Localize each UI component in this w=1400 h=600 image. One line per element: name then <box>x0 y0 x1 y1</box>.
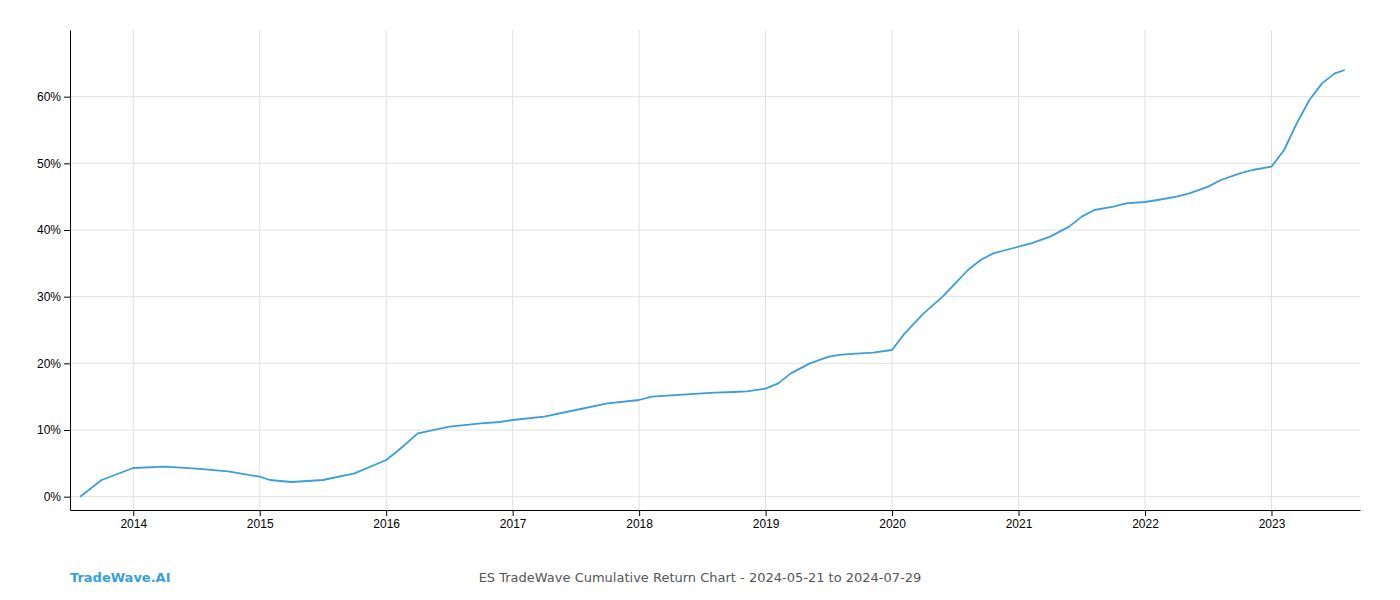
x-tick-mark <box>386 510 387 516</box>
x-tick-label: 2023 <box>1259 517 1286 531</box>
x-tick-label: 2014 <box>120 517 147 531</box>
x-tick-label: 2018 <box>626 517 653 531</box>
y-tick: 50% <box>37 157 70 171</box>
y-tick: 40% <box>37 223 70 237</box>
y-tick-label: 60% <box>37 90 61 104</box>
grid-line-x <box>512 30 513 510</box>
line <box>80 70 1345 497</box>
x-tick: 2014 <box>120 510 147 531</box>
y-axis-line <box>70 31 71 511</box>
x-tick-mark <box>1145 510 1146 516</box>
x-tick-label: 2016 <box>373 517 400 531</box>
y-tick-label: 0% <box>44 490 62 504</box>
x-tick-label: 2022 <box>1132 517 1159 531</box>
y-tick-label: 20% <box>37 357 61 371</box>
x-tick-label: 2017 <box>500 517 527 531</box>
grid-line-x <box>765 30 766 510</box>
grid-line-x <box>1271 30 1272 510</box>
x-tick: 2023 <box>1259 510 1286 531</box>
y-tick-label: 30% <box>37 290 61 304</box>
y-tick: 20% <box>37 357 70 371</box>
x-tick: 2019 <box>753 510 780 531</box>
y-tick: 10% <box>37 423 70 437</box>
grid-line-y <box>70 496 1360 497</box>
x-tick-label: 2019 <box>753 517 780 531</box>
grid-line-y <box>70 96 1360 97</box>
x-tick: 2021 <box>1006 510 1033 531</box>
y-tick-mark <box>64 497 70 498</box>
grid <box>70 30 1360 510</box>
x-tick: 2018 <box>626 510 653 531</box>
x-tick-mark <box>639 510 640 516</box>
x-tick: 2020 <box>879 510 906 531</box>
x-tick: 2022 <box>1132 510 1159 531</box>
x-tick-mark <box>1019 510 1020 516</box>
x-tick-label: 2015 <box>247 517 274 531</box>
plot: 2014 2015 2016 2017 2018 2019 2020 2021 2022 2023… <box>37 30 1361 531</box>
y-tick-mark <box>64 97 70 98</box>
x-axis: 2014 2015 2016 2017 2018 2019 2020 2021 2022 2023 <box>71 510 1361 531</box>
x-axis-line <box>71 510 1361 511</box>
y-tick-label: 10% <box>37 423 61 437</box>
grid-line-x <box>1018 30 1019 510</box>
grid-line-y <box>70 163 1360 164</box>
grid-line-x <box>892 30 893 510</box>
marks <box>80 70 1345 497</box>
x-tick-mark <box>513 510 514 516</box>
x-tick-mark <box>1271 510 1272 516</box>
grid-line-y <box>70 430 1360 431</box>
grid-line-x <box>1145 30 1146 510</box>
y-tick: 0% <box>44 490 70 504</box>
x-tick: 2015 <box>247 510 274 531</box>
grid-line-x <box>639 30 640 510</box>
x-tick-label: 2021 <box>1006 517 1033 531</box>
y-tick-mark <box>64 363 70 364</box>
annotation: TradeWave.AI <box>70 570 171 585</box>
y-tick-mark <box>64 230 70 231</box>
y-tick: 60% <box>37 90 70 104</box>
y-tick-label: 50% <box>37 157 61 171</box>
y-axis: 0% 10% 20% 30% 40% 50% 60% <box>37 31 71 511</box>
x-tick: 2016 <box>373 510 400 531</box>
y-tick-mark <box>64 163 70 164</box>
x-tick: 2017 <box>500 510 527 531</box>
x-tick-mark <box>892 510 893 516</box>
grid-line-x <box>133 30 134 510</box>
y-tick-mark <box>64 297 70 298</box>
grid-line-y <box>70 363 1360 364</box>
grid-line-y <box>70 230 1360 231</box>
x-tick-mark <box>766 510 767 516</box>
grid-line-x <box>386 30 387 510</box>
y-tick-label: 40% <box>37 223 61 237</box>
x-tick-label: 2020 <box>879 517 906 531</box>
grid-line-x <box>259 30 260 510</box>
chart: 2014 2015 2016 2017 2018 2019 2020 2021 2022 2023… <box>0 0 1400 600</box>
title: ES TradeWave Cumulative Return Chart - 2… <box>479 570 922 585</box>
x-tick-mark <box>133 510 134 516</box>
grid-line-y <box>70 296 1360 297</box>
x-tick-mark <box>260 510 261 516</box>
y-tick-mark <box>64 430 70 431</box>
y-tick: 30% <box>37 290 70 304</box>
